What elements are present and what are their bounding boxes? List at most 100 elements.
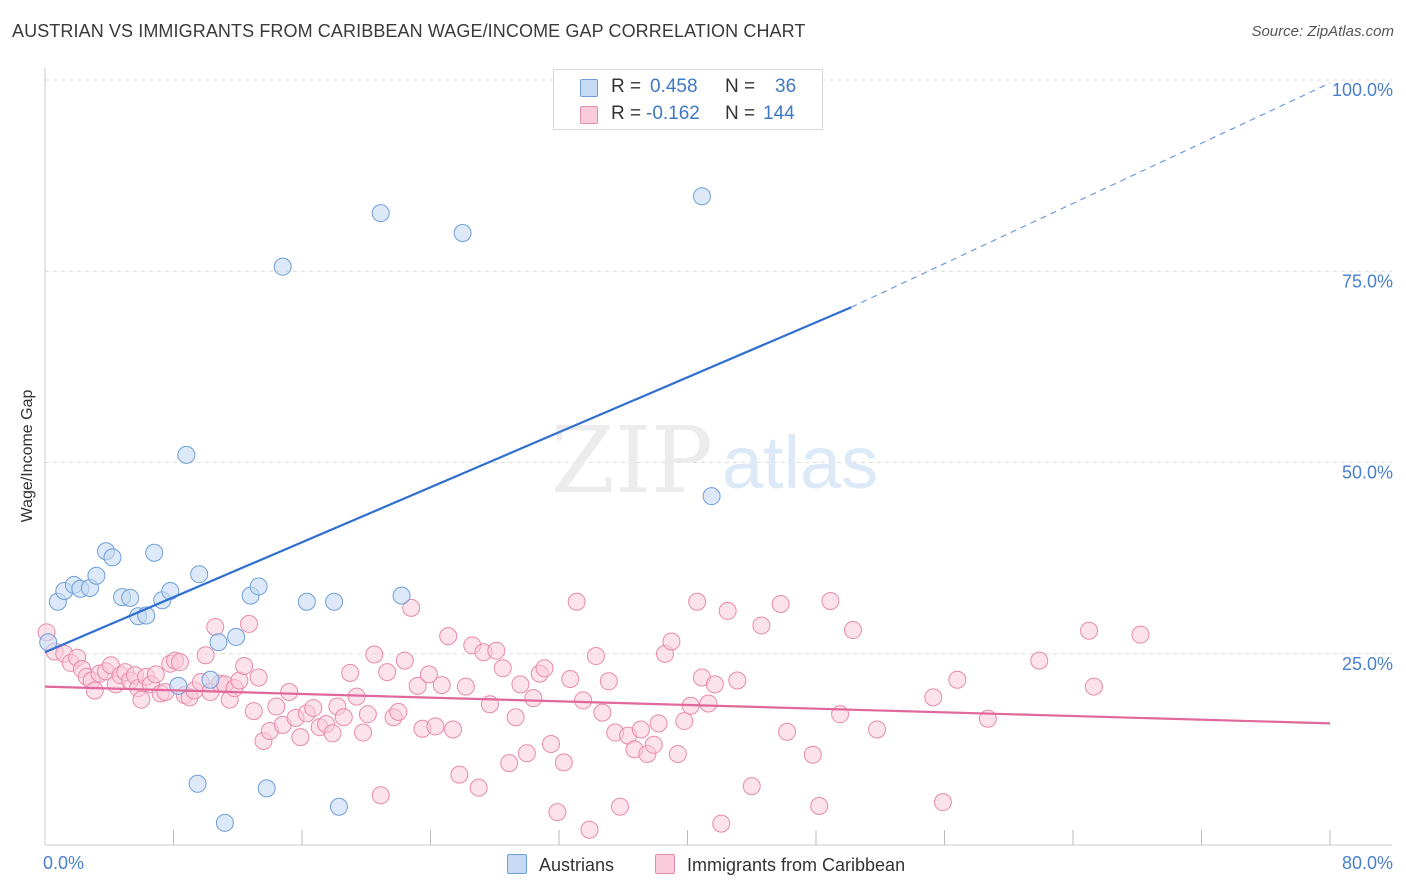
caribbean-point	[554, 753, 573, 772]
austrian-point	[169, 676, 188, 695]
austrians-trend-extension	[851, 82, 1331, 308]
caribbean-point	[675, 712, 694, 731]
austrian-point	[188, 774, 207, 793]
legend: Austrians Immigrants from Caribbean	[0, 852, 1406, 878]
caribbean-point	[439, 627, 458, 646]
caribbean-point	[334, 708, 353, 727]
austrians-n-value: 36	[775, 76, 797, 97]
caribbean-point	[354, 723, 373, 742]
grid-layer	[45, 79, 1392, 655]
caribbean-point	[662, 632, 681, 651]
caribbean-point	[561, 669, 580, 688]
caribbean-point	[688, 592, 707, 611]
caribbean-point	[1030, 651, 1049, 670]
caribbean-point	[419, 665, 438, 684]
caribbean-point	[668, 744, 687, 763]
caribbean-point	[170, 653, 189, 672]
caribbean-point	[426, 717, 445, 736]
x-tick-label-0: 0.0%	[43, 853, 84, 873]
caribbean-point	[132, 690, 151, 709]
caribbean-point	[644, 735, 663, 754]
caribbean-point	[948, 670, 967, 689]
austrian-point	[453, 224, 472, 242]
austrian-point	[702, 487, 721, 506]
austrian-point	[297, 592, 316, 611]
caribbean-point	[567, 592, 586, 611]
austrian-point	[190, 565, 209, 584]
austrians-n-label: N =	[725, 76, 756, 97]
austrian-point	[273, 257, 292, 276]
caribbean-point	[810, 796, 829, 815]
caribbean-point	[85, 681, 104, 700]
austrian-point	[692, 187, 711, 206]
watermark-atlas: atlas	[722, 421, 878, 504]
austrian-point	[257, 779, 276, 798]
caribbean-point	[487, 641, 506, 660]
y-tick-label-50: 50.0%	[1342, 463, 1393, 483]
caribbean-point	[280, 683, 299, 701]
axis-layer	[44, 68, 1392, 846]
caribbean-point	[1131, 625, 1150, 644]
austrian-point	[325, 592, 344, 611]
caribbean-point	[291, 728, 310, 747]
caribbean-point	[771, 595, 790, 614]
caribbean-point	[778, 722, 797, 741]
caribbean-point	[1080, 621, 1099, 640]
austrian-point	[392, 586, 411, 605]
stats-row-caribbean: R = -0.162 N = 144	[554, 101, 824, 127]
austrian-point	[103, 548, 122, 567]
caribbean-point	[365, 645, 384, 664]
austrians-r-value: 0.458	[650, 76, 698, 97]
caribbean-point	[432, 676, 451, 695]
caribbean-point	[206, 617, 225, 636]
caribbean-point	[378, 663, 397, 682]
caribbean-point	[358, 705, 377, 724]
y-tick-label-75: 75.0%	[1342, 271, 1393, 291]
caribbean-point	[593, 703, 612, 722]
caribbean-trend-line	[44, 685, 1331, 725]
caribbean-point	[456, 677, 475, 696]
caribbean-point	[341, 663, 360, 682]
caribbean-point	[821, 591, 840, 610]
legend-austrians-swatch	[507, 854, 527, 874]
caribbean-n-label: N =	[725, 103, 756, 124]
caribbean-point	[718, 601, 737, 620]
austrian-point	[329, 797, 348, 816]
austrian-point	[121, 588, 140, 607]
caribbean-point	[1084, 677, 1103, 696]
caribbean-point	[443, 720, 462, 739]
caribbean-point	[843, 621, 862, 640]
stats-box: R = 0.458 N = 36 R = -0.162 N = 144	[553, 69, 823, 130]
caribbean-point	[408, 676, 427, 695]
caribbean-r-label: R =	[611, 103, 642, 124]
austrians-swatch	[580, 79, 598, 97]
caribbean-point	[239, 614, 258, 633]
austrians-trend-line	[44, 306, 852, 654]
caribbean-point	[705, 675, 724, 694]
caribbean-point	[511, 675, 530, 694]
caribbean-point	[146, 665, 165, 684]
caribbean-point	[196, 646, 215, 665]
austrian-point	[87, 566, 106, 585]
caribbean-n-value: 144	[763, 103, 795, 124]
caribbean-point	[580, 820, 599, 839]
caribbean-point	[574, 691, 593, 710]
caribbean-point	[517, 744, 536, 763]
x-tick-label-80: 80.0%	[1342, 853, 1393, 873]
caribbean-point	[506, 708, 525, 727]
caribbean-point	[389, 702, 408, 721]
caribbean-point	[586, 647, 605, 666]
caribbean-point	[304, 699, 323, 718]
caribbean-point	[249, 668, 268, 687]
caribbean-point	[493, 659, 512, 678]
austrians-r-label: R =	[611, 76, 642, 97]
caribbean-point	[541, 735, 560, 754]
caribbean-point	[933, 793, 952, 812]
caribbean-point	[752, 616, 771, 635]
caribbean-point	[235, 656, 254, 675]
caribbean-point	[500, 754, 519, 773]
caribbean-point	[631, 720, 650, 739]
austrian-point	[145, 543, 164, 562]
austrian-point	[209, 633, 228, 652]
